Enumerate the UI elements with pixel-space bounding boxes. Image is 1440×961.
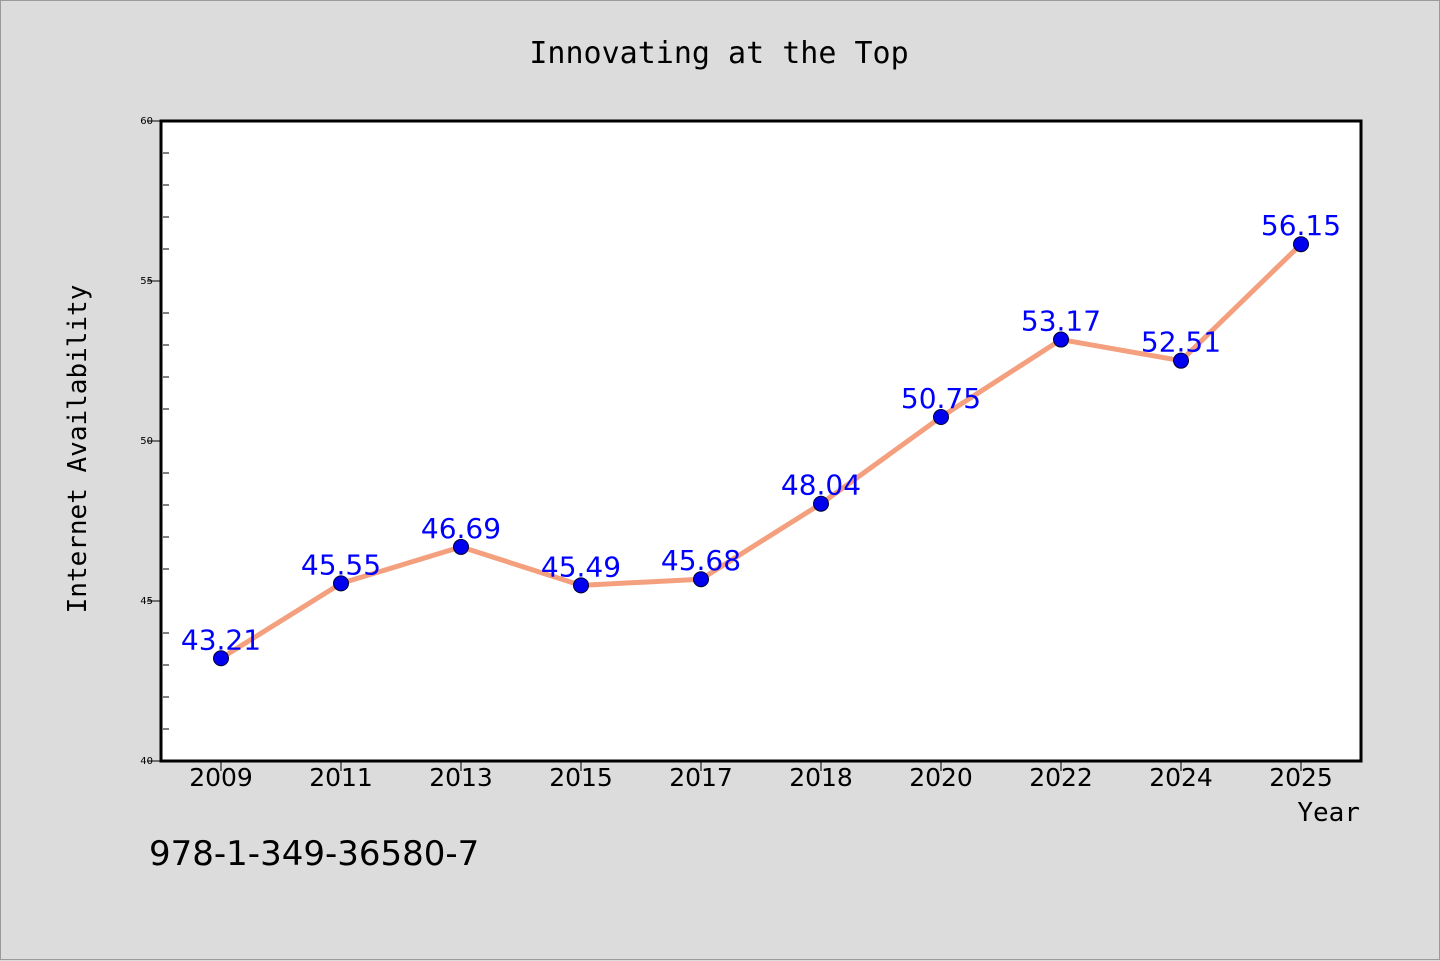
y-tick-label: 45	[140, 596, 153, 607]
data-label: 45.55	[301, 548, 381, 581]
y-tick-label: 60	[140, 116, 153, 127]
x-tick-label: 2025	[1269, 763, 1333, 792]
data-point	[573, 577, 589, 594]
footer-isbn: 978-1-349-36580-7	[149, 834, 479, 874]
y-tick-label: 40	[140, 756, 153, 767]
series-layer: 43.21 45.55 46.69 45.49 45.68 48.04 50.75 53.17…	[181, 209, 1341, 667]
x-axis-label: Year	[1297, 798, 1360, 828]
y-tick-label: 55	[140, 276, 153, 287]
x-tick-label: 2024	[1149, 763, 1213, 792]
y-tick-label: 50	[140, 436, 153, 447]
data-label: 52.51	[1141, 326, 1221, 359]
x-axis: 2009 2011 2013 2015 2017 2018 2020 2022 2024 2025	[189, 761, 1333, 792]
plot-area	[159, 119, 1363, 763]
chart-title: Innovating at the Top	[529, 36, 908, 71]
series-line	[218, 241, 1304, 661]
data-label: 45.68	[661, 544, 741, 577]
x-tick-label: 2011	[309, 763, 373, 792]
data-point	[1173, 352, 1189, 369]
data-label: 56.15	[1261, 209, 1341, 242]
data-point	[933, 409, 949, 425]
x-tick-label: 2013	[429, 763, 493, 792]
x-tick-label: 2018	[789, 763, 853, 792]
data-label: 53.17	[1021, 305, 1101, 338]
data-point	[453, 538, 469, 555]
data-label: 45.49	[541, 550, 621, 583]
data-point	[1293, 236, 1309, 253]
data-label: 43.21	[181, 623, 261, 656]
x-tick-label: 2022	[1029, 763, 1093, 792]
data-point	[1053, 331, 1069, 348]
x-tick-label: 2015	[549, 763, 613, 792]
data-label: 48.04	[781, 469, 861, 502]
y-axis: 40 45 50 55 60	[140, 116, 169, 767]
y-axis-label: Internet Availability	[63, 285, 93, 614]
x-tick-label: 2020	[909, 763, 973, 792]
x-tick-label: 2017	[669, 763, 733, 792]
data-point	[333, 575, 349, 592]
data-point	[693, 571, 709, 588]
data-label: 50.75	[901, 382, 981, 415]
data-point	[213, 650, 229, 667]
data-label: 46.69	[421, 512, 501, 545]
x-tick-label: 2009	[189, 763, 253, 792]
data-point	[813, 495, 829, 512]
